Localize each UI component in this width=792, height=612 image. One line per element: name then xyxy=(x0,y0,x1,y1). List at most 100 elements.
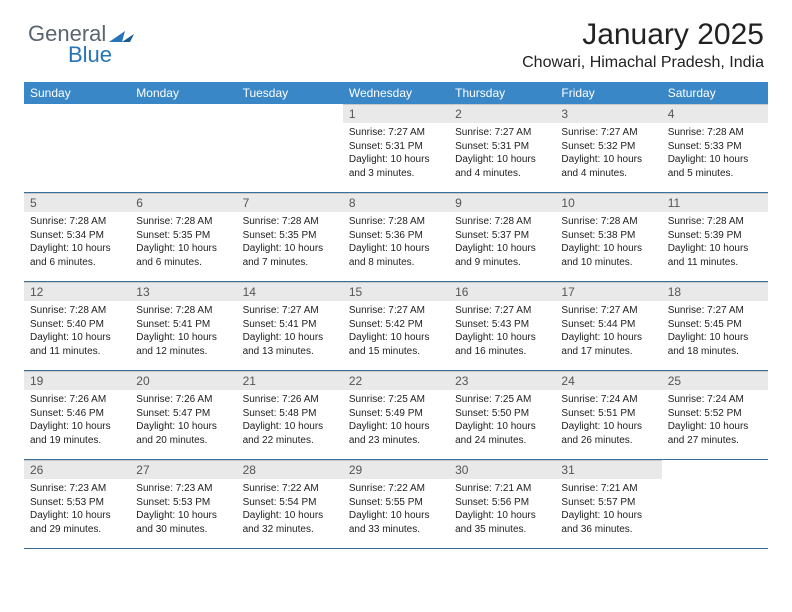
day-number: 21 xyxy=(237,371,343,390)
daylight-line: Daylight: 10 hours and 3 minutes. xyxy=(349,153,443,180)
day-cell: 18 Sunrise: 7:27 AMSunset: 5:45 PMDayligh… xyxy=(662,282,768,370)
day-number: 22 xyxy=(343,371,449,390)
day-number: 8 xyxy=(343,193,449,212)
daylight-line: Daylight: 10 hours and 15 minutes. xyxy=(349,331,443,358)
sunset-line: Sunset: 5:47 PM xyxy=(136,407,230,421)
day-body: Sunrise: 7:27 AMSunset: 5:43 PMDaylight:… xyxy=(449,301,555,362)
day-cell: 28Sunrise: 7:22 AMSunset: 5:54 PMDayligh… xyxy=(237,460,343,548)
sunrise-line: Sunrise: 7:25 AM xyxy=(349,393,443,407)
day-cell: 1Sunrise: 7:27 AMSunset: 5:31 PMDaylight… xyxy=(343,104,449,192)
day-cell: 27Sunrise: 7:23 AMSunset: 5:53 PMDayligh… xyxy=(130,460,236,548)
sunset-line: Sunset: 5:52 PM xyxy=(668,407,762,421)
daylight-line: Daylight: 10 hours and 16 minutes. xyxy=(455,331,549,358)
sunset-line: Sunset: 5:38 PM xyxy=(561,229,655,243)
day-cell: 16Sunrise: 7:27 AMSunset: 5:43 PMDayligh… xyxy=(449,282,555,370)
daylight-line: Daylight: 10 hours and 7 minutes. xyxy=(243,242,337,269)
day-header-thursday: Thursday xyxy=(449,82,555,104)
day-cell: 25Sunrise: 7:24 AMSunset: 5:52 PMDayligh… xyxy=(662,371,768,459)
day-header-saturday: Saturday xyxy=(662,82,768,104)
sunrise-line: Sunrise: 7:27 AM xyxy=(668,304,762,318)
sunset-line: Sunset: 5:34 PM xyxy=(30,229,124,243)
day-body: Sunrise: 7:28 AMSunset: 5:39 PMDaylight:… xyxy=(662,212,768,273)
day-number: 1 xyxy=(343,104,449,123)
day-cell: 21Sunrise: 7:26 AMSunset: 5:48 PMDayligh… xyxy=(237,371,343,459)
day-number: 9 xyxy=(449,193,555,212)
header: GeneralBlue January 2025 Chowari, Himach… xyxy=(0,0,792,76)
daylight-line: Daylight: 10 hours and 36 minutes. xyxy=(561,509,655,536)
sunset-line: Sunset: 5:31 PM xyxy=(349,140,443,154)
day-cell: 23Sunrise: 7:25 AMSunset: 5:50 PMDayligh… xyxy=(449,371,555,459)
daylight-line: Daylight: 10 hours and 24 minutes. xyxy=(455,420,549,447)
sunrise-line: Sunrise: 7:23 AM xyxy=(136,482,230,496)
daylight-line: Daylight: 10 hours and 10 minutes. xyxy=(561,242,655,269)
day-body: Sunrise: 7:24 AMSunset: 5:51 PMDaylight:… xyxy=(555,390,661,451)
day-header-sunday: Sunday xyxy=(24,82,130,104)
day-number: 28 xyxy=(237,460,343,479)
day-number: 16 xyxy=(449,282,555,301)
day-cell: 17Sunrise: 7:27 AMSunset: 5:44 PMDayligh… xyxy=(555,282,661,370)
sunrise-line: Sunrise: 7:26 AM xyxy=(30,393,124,407)
day-body: Sunrise: 7:25 AMSunset: 5:50 PMDaylight:… xyxy=(449,390,555,451)
sunrise-line: Sunrise: 7:26 AM xyxy=(243,393,337,407)
sunset-line: Sunset: 5:35 PM xyxy=(136,229,230,243)
day-header-monday: Monday xyxy=(130,82,236,104)
daylight-line: Daylight: 10 hours and 22 minutes. xyxy=(243,420,337,447)
day-cell: 8Sunrise: 7:28 AMSunset: 5:36 PMDaylight… xyxy=(343,193,449,281)
day-number: 3 xyxy=(555,104,661,123)
sunrise-line: Sunrise: 7:21 AM xyxy=(561,482,655,496)
day-number: 2 xyxy=(449,104,555,123)
logo: GeneralBlue xyxy=(28,24,135,66)
sunset-line: Sunset: 5:32 PM xyxy=(561,140,655,154)
sunset-line: Sunset: 5:36 PM xyxy=(349,229,443,243)
title-block: January 2025 Chowari, Himachal Pradesh, … xyxy=(522,18,764,72)
sunset-line: Sunset: 5:45 PM xyxy=(668,318,762,332)
day-body: Sunrise: 7:26 AMSunset: 5:46 PMDaylight:… xyxy=(24,390,130,451)
day-number: 18 xyxy=(662,282,768,301)
day-cell: 22Sunrise: 7:25 AMSunset: 5:49 PMDayligh… xyxy=(343,371,449,459)
sunset-line: Sunset: 5:41 PM xyxy=(243,318,337,332)
day-cell: 29Sunrise: 7:22 AMSunset: 5:55 PMDayligh… xyxy=(343,460,449,548)
location: Chowari, Himachal Pradesh, India xyxy=(522,54,764,72)
day-body: Sunrise: 7:26 AMSunset: 5:47 PMDaylight:… xyxy=(130,390,236,451)
day-cell: 19Sunrise: 7:26 AMSunset: 5:46 PMDayligh… xyxy=(24,371,130,459)
day-body: Sunrise: 7:22 AMSunset: 5:54 PMDaylight:… xyxy=(237,479,343,540)
month-title: January 2025 xyxy=(522,18,764,52)
day-body: Sunrise: 7:27 AMSunset: 5:32 PMDaylight:… xyxy=(555,123,661,184)
day-body: Sunrise: 7:27 AMSunset: 5:31 PMDaylight:… xyxy=(343,123,449,184)
day-cell: 6Sunrise: 7:28 AMSunset: 5:35 PMDaylight… xyxy=(130,193,236,281)
day-number: 17 xyxy=(555,282,661,301)
day-body: Sunrise: 7:28 AMSunset: 5:41 PMDaylight:… xyxy=(130,301,236,362)
day-cell: 24Sunrise: 7:24 AMSunset: 5:51 PMDayligh… xyxy=(555,371,661,459)
day-body: Sunrise: 7:28 AMSunset: 5:33 PMDaylight:… xyxy=(662,123,768,184)
day-cell: 7Sunrise: 7:28 AMSunset: 5:35 PMDaylight… xyxy=(237,193,343,281)
sunrise-line: Sunrise: 7:27 AM xyxy=(349,126,443,140)
week-row: 5Sunrise: 7:28 AMSunset: 5:34 PMDaylight… xyxy=(24,193,768,282)
daylight-line: Daylight: 10 hours and 4 minutes. xyxy=(561,153,655,180)
sunrise-line: Sunrise: 7:27 AM xyxy=(243,304,337,318)
daylight-line: Daylight: 10 hours and 32 minutes. xyxy=(243,509,337,536)
sunrise-line: Sunrise: 7:28 AM xyxy=(668,215,762,229)
sunset-line: Sunset: 5:33 PM xyxy=(668,140,762,154)
sunrise-line: Sunrise: 7:22 AM xyxy=(243,482,337,496)
sunset-line: Sunset: 5:46 PM xyxy=(30,407,124,421)
day-body: Sunrise: 7:28 AMSunset: 5:40 PMDaylight:… xyxy=(24,301,130,362)
day-cell-empty xyxy=(237,104,343,192)
day-header-tuesday: Tuesday xyxy=(237,82,343,104)
day-cell: 11Sunrise: 7:28 AMSunset: 5:39 PMDayligh… xyxy=(662,193,768,281)
sunset-line: Sunset: 5:43 PM xyxy=(455,318,549,332)
sunrise-line: Sunrise: 7:28 AM xyxy=(136,215,230,229)
day-number: 14 xyxy=(237,282,343,301)
daylight-line: Daylight: 10 hours and 20 minutes. xyxy=(136,420,230,447)
daylight-line: Daylight: 10 hours and 30 minutes. xyxy=(136,509,230,536)
sunrise-line: Sunrise: 7:28 AM xyxy=(668,126,762,140)
sunset-line: Sunset: 5:53 PM xyxy=(30,496,124,510)
daylight-line: Daylight: 10 hours and 29 minutes. xyxy=(30,509,124,536)
calendar: SundayMondayTuesdayWednesdayThursdayFrid… xyxy=(0,76,792,549)
day-number: 11 xyxy=(662,193,768,212)
sunset-line: Sunset: 5:44 PM xyxy=(561,318,655,332)
day-number: 6 xyxy=(130,193,236,212)
daylight-line: Daylight: 10 hours and 18 minutes. xyxy=(668,331,762,358)
day-body: Sunrise: 7:28 AMSunset: 5:38 PMDaylight:… xyxy=(555,212,661,273)
sunrise-line: Sunrise: 7:27 AM xyxy=(561,304,655,318)
day-number: 26 xyxy=(24,460,130,479)
